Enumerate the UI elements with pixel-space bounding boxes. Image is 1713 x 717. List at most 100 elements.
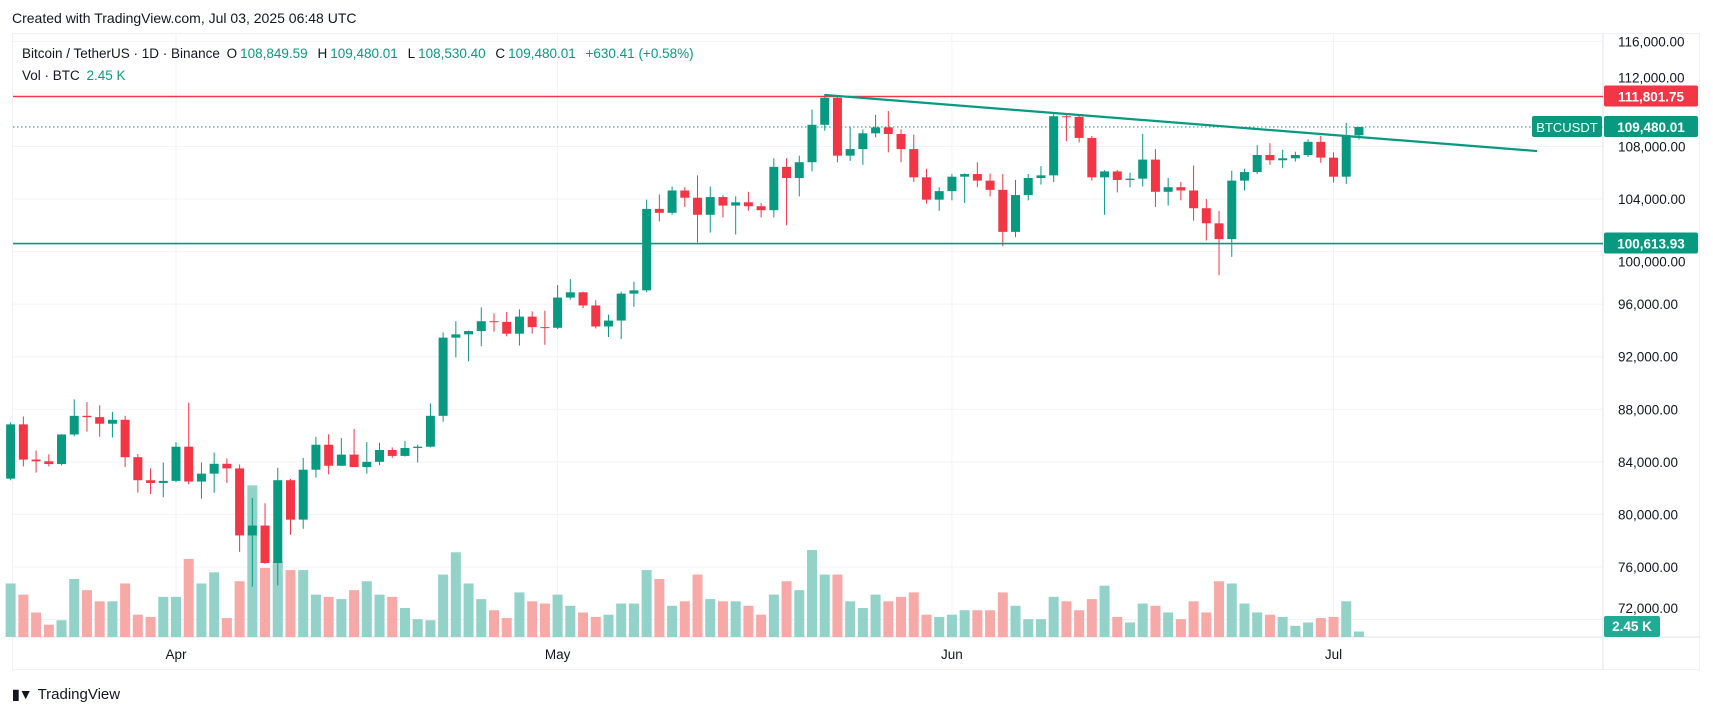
- candle-body: [425, 415, 435, 447]
- candle-body: [133, 457, 143, 481]
- volume-bar: [56, 620, 67, 637]
- candle-body: [1214, 223, 1224, 240]
- candle-body: [756, 206, 766, 211]
- candle-body: [400, 448, 410, 456]
- volume-bar: [323, 596, 334, 637]
- close-value: 109,480.01: [508, 46, 576, 61]
- candle-body: [718, 197, 728, 206]
- volume-bar: [807, 550, 817, 637]
- candle-body: [1100, 171, 1110, 178]
- volume-bar: [870, 594, 881, 637]
- chart-pane[interactable]: [12, 33, 1700, 670]
- candle-body: [464, 331, 474, 335]
- volume-bar: [1264, 614, 1275, 637]
- candle-body: [387, 449, 397, 456]
- candle-body: [413, 446, 423, 449]
- x-tick-label: Jun: [941, 647, 963, 662]
- y-tick-label: 72,000.00: [1618, 601, 1678, 616]
- candle-body: [871, 127, 881, 134]
- candle-body: [743, 202, 753, 207]
- volume-bar: [730, 601, 741, 637]
- volume-bar: [285, 570, 296, 637]
- candle-body: [1189, 190, 1199, 209]
- volume-bar: [946, 614, 957, 637]
- volume-bar: [934, 616, 945, 637]
- volume-bar: [349, 590, 360, 637]
- volume-bar: [438, 574, 449, 637]
- open-label: O: [226, 46, 238, 61]
- candle-body: [934, 191, 944, 200]
- volume-bar: [476, 599, 487, 637]
- candle-body: [1011, 195, 1021, 232]
- candle-body: [146, 480, 156, 483]
- candle-body: [591, 305, 601, 327]
- low-label: L: [407, 46, 416, 61]
- candle-body: [324, 444, 334, 466]
- candle-body: [235, 468, 245, 536]
- candle-body: [1354, 127, 1364, 136]
- volume-bar: [425, 620, 436, 637]
- volume-bar: [450, 552, 461, 637]
- volume-bar: [107, 601, 118, 637]
- brand-name: TradingView: [37, 686, 121, 703]
- candle-body: [1112, 171, 1122, 180]
- volume-bar: [1214, 581, 1225, 637]
- volume-bar: [972, 610, 983, 637]
- candle-body: [705, 197, 715, 215]
- volume-bar: [489, 610, 499, 637]
- candle-body: [565, 292, 575, 298]
- legend-ohlc-row: Bitcoin / TetherUS · 1D · Binance O 108,8…: [22, 43, 697, 65]
- candle-body: [731, 202, 741, 206]
- candle-body: [998, 189, 1008, 232]
- volume-bar: [1035, 619, 1046, 637]
- volume-bar: [1239, 603, 1250, 637]
- volume-label[interactable]: Vol · BTC: [22, 68, 80, 83]
- volume-bar: [1201, 612, 1212, 637]
- price-level-label: 100,613.93: [1617, 237, 1685, 252]
- volume-bar: [819, 574, 830, 637]
- candle-body: [311, 444, 321, 470]
- volume-bar: [43, 624, 54, 637]
- candle-body: [196, 473, 206, 482]
- symbol-badge: [1532, 116, 1602, 138]
- y-tick-label: 116,000.00: [1618, 34, 1685, 49]
- candle-body: [1329, 157, 1339, 177]
- footer-brand[interactable]: ▮▼ TradingView: [12, 686, 120, 703]
- volume-bar: [985, 610, 996, 637]
- volume-bar: [209, 572, 220, 637]
- candle-body: [514, 316, 524, 334]
- candle-body: [1176, 187, 1186, 191]
- candle-body: [1252, 155, 1262, 173]
- volume-bar: [1341, 601, 1352, 637]
- price-level-label: 111,801.75: [1618, 90, 1685, 105]
- volume-bar: [1303, 622, 1314, 637]
- candle-body: [44, 461, 54, 465]
- candle-body: [1049, 116, 1059, 176]
- candle-body: [921, 177, 931, 200]
- volume-bar: [1188, 601, 1199, 637]
- volume-bar: [641, 570, 652, 637]
- volume-bar: [705, 599, 716, 637]
- candle-body: [222, 463, 232, 469]
- candle-body: [349, 454, 359, 468]
- volume-bar: [1150, 605, 1161, 637]
- candle-body: [820, 97, 830, 125]
- volume-bar: [69, 579, 80, 637]
- candle-body: [1023, 177, 1033, 196]
- candle-body: [782, 166, 792, 178]
- candle-body: [451, 334, 461, 338]
- candle-body: [209, 463, 219, 474]
- volume-bar: [1226, 583, 1237, 637]
- volume-bar: [1353, 631, 1364, 637]
- volume-bar: [399, 608, 410, 637]
- candle-body: [1278, 158, 1288, 161]
- candle-body: [654, 208, 664, 213]
- volume-bar: [1010, 605, 1021, 637]
- candle-body: [858, 133, 868, 150]
- volume-bar: [234, 581, 245, 637]
- volume-bar: [158, 596, 169, 637]
- volume-bar: [374, 594, 385, 637]
- legend-symbol[interactable]: Bitcoin / TetherUS · 1D · Binance: [22, 46, 220, 61]
- candle-body: [985, 180, 995, 190]
